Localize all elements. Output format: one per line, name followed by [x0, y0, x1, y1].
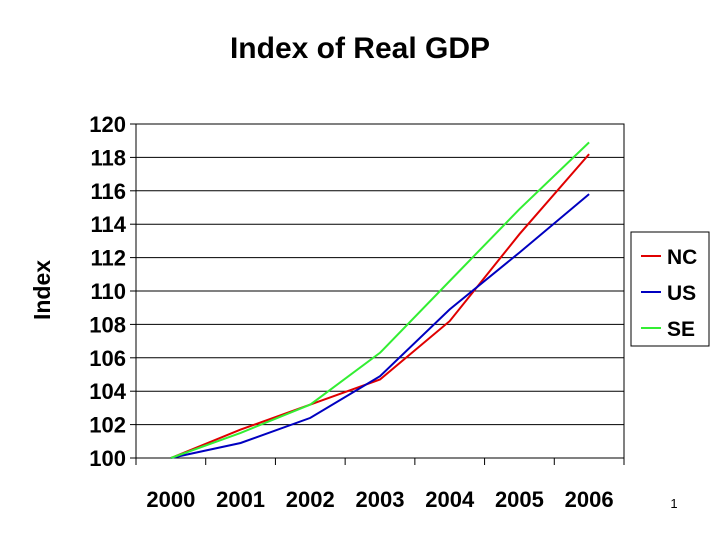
- series-line-us: [170, 193, 590, 459]
- y-tick-label: 116: [91, 179, 127, 204]
- x-axis-tick-labels: 2000 2001 2002 2003 2004 2005 2006: [146, 487, 613, 512]
- series-lines: [170, 141, 590, 459]
- x-tick-label: 2005: [495, 487, 544, 512]
- x-tick-label: 2006: [565, 487, 614, 512]
- y-tick-label: 114: [91, 212, 127, 237]
- y-tick-label: 112: [91, 246, 127, 271]
- x-tick-label: 2000: [146, 487, 195, 512]
- y-tick-label: 100: [89, 446, 126, 471]
- y-tick-label: 120: [89, 112, 126, 137]
- y-axis-tick-labels: 100 102 104 106 108 110 112 114 116 118 120: [89, 112, 126, 471]
- y-tick-label: 104: [89, 379, 126, 404]
- slide-number: 1: [670, 496, 678, 511]
- y-tick-label: 106: [89, 346, 126, 371]
- chart-title: Index of Real GDP: [229, 32, 491, 65]
- y-axis-title: Index: [29, 260, 55, 320]
- x-tick-label: 2001: [216, 487, 265, 512]
- legend-label-nc: NC: [667, 246, 697, 269]
- y-tick-label: 118: [91, 145, 127, 170]
- y-tick-label: 102: [89, 413, 126, 438]
- y-tick-label: 110: [91, 279, 127, 304]
- x-tick-label: 2002: [286, 487, 335, 512]
- legend-label-us: US: [667, 282, 696, 305]
- series-line-nc: [170, 153, 590, 459]
- legend-box: [630, 231, 710, 347]
- legend: NC US SE: [630, 231, 710, 347]
- series-line-se: [170, 141, 590, 459]
- y-tick-label: 108: [89, 312, 126, 337]
- x-tick-label: 2004: [425, 487, 475, 512]
- gridlines: [136, 123, 624, 459]
- x-tick-label: 2003: [356, 487, 405, 512]
- legend-label-se: SE: [667, 318, 695, 341]
- axis-ticks: [130, 123, 625, 465]
